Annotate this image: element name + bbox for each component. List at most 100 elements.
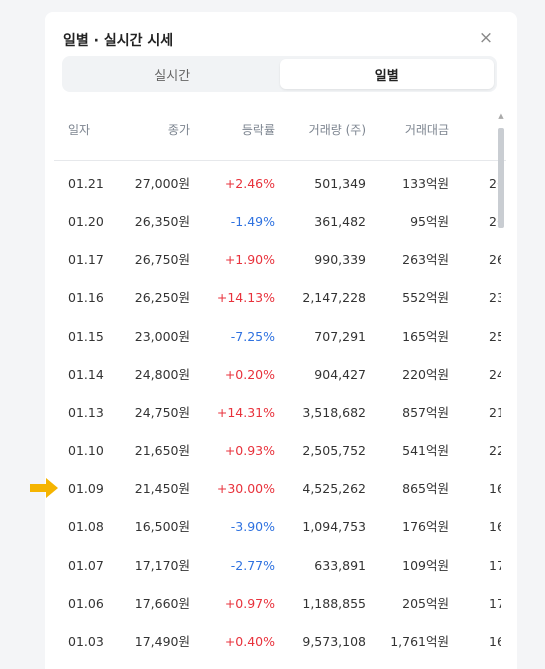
dialog-title: 일별 · 실시간 시세 [63,33,174,49]
cell-close-price: 16,500원 [134,519,190,535]
table-row[interactable]: 01.09 21,450원 +30.00% 4,525,262 865억원 16 [54,470,506,508]
cell-change-rate: -1.49% [230,214,275,230]
cell-volume: 1,094,753 [302,519,366,535]
table-row[interactable]: 01.15 23,000원 -7.25% 707,291 165억원 25 [54,318,506,356]
cell-close-price: 26,350원 [134,214,190,230]
cell-close-price: 24,800원 [134,366,190,382]
table-row[interactable]: 01.10 21,650원 +0.93% 2,505,752 541억원 22 [54,432,506,470]
cell-date: 01.10 [68,443,104,459]
table-row[interactable]: 01.0217,420원+30.00%3,277,163548억원15 [54,661,506,669]
cell-date: 01.03 [68,633,104,649]
cell-change-rate: +30.00% [216,481,275,497]
cell-change-rate: -3.90% [230,519,275,535]
cell-truncated: 16 [489,633,501,649]
cell-close-price: 24,750원 [134,404,190,420]
cell-date: 01.09 [68,481,104,497]
cell-close-price: 27,000원 [134,176,190,191]
cell-date: 01.13 [68,404,104,420]
cell-truncated: 17 [489,557,501,573]
cell-trade-amount: 552억원 [402,290,449,306]
tab-daily[interactable]: 일별 [279,59,494,89]
cell-volume: 707,291 [314,328,366,344]
table-row[interactable]: 01.16 26,250원 +14.13% 2,147,228 552억원 23 [54,279,506,317]
close-icon[interactable]: × [478,28,494,48]
cell-trade-amount: 165억원 [402,328,449,344]
cell-volume: 904,427 [314,366,366,382]
table-row[interactable]: 01.17 26,750원 +1.90% 990,339 263억원 26 [54,241,506,279]
cell-change-rate: +14.31% [216,404,275,420]
cell-truncated: 24 [489,366,501,382]
cell-volume: 1,188,855 [302,595,366,611]
cell-trade-amount: 109억원 [402,557,449,573]
column-header-date: 일자 [68,123,91,137]
cell-volume: 361,482 [314,214,366,230]
cell-trade-amount: 205억원 [402,595,449,611]
daily-price-table: 일자 종가 등락률 거래량 (주) 거래대금 01.21 27,000원 +2.46… [54,98,506,669]
cell-trade-amount: 95억원 [410,214,449,230]
cell-trade-amount: 541억원 [402,443,449,459]
cell-close-price: 26,750원 [134,252,190,268]
table-row[interactable]: 01.13 24,750원 +14.31% 3,518,682 857억원 21 [54,394,506,432]
table-row[interactable]: 01.03 17,490원 +0.40% 9,573,108 1,761억원 16 [54,623,506,661]
cell-date: 01.15 [68,328,104,344]
cell-date: 01.21 [68,176,104,191]
cell-volume: 2,505,752 [302,443,366,459]
column-header-trade-amount: 거래대금 [404,123,449,137]
cell-trade-amount: 133억원 [402,176,449,191]
cell-truncated: 25 [489,328,501,344]
table-header: 일자 종가 등락률 거래량 (주) 거래대금 [54,98,506,161]
cell-change-rate: -2.77% [230,557,275,573]
cell-trade-amount: 176억원 [402,519,449,535]
cell-change-rate: +0.97% [224,595,275,611]
cell-change-rate: +0.93% [224,443,275,459]
cell-date: 01.06 [68,595,104,611]
arrow-right-icon [30,478,58,499]
cell-close-price: 17,660원 [134,595,190,611]
cell-date: 01.17 [68,252,104,268]
cell-truncated: 22 [489,443,501,459]
cell-date: 01.07 [68,557,104,573]
cell-change-rate: +0.40% [224,633,275,649]
cell-change-rate: +1.90% [224,252,275,268]
cell-volume: 4,525,262 [302,481,366,497]
cell-change-rate: -7.25% [230,328,275,344]
cell-volume: 633,891 [314,557,366,573]
scrollbar-thumb[interactable] [498,128,504,228]
view-tabs: 실시간 일별 [62,56,497,92]
cell-truncated: 26 [489,252,501,268]
cell-truncated: 21 [489,404,501,420]
cell-trade-amount: 857억원 [402,404,449,420]
cell-change-rate: +0.20% [224,366,275,382]
cell-volume: 2,147,228 [302,290,366,306]
cell-close-price: 26,250원 [134,290,190,306]
cell-truncated: 17 [489,595,501,611]
cell-close-price: 21,450원 [134,481,190,497]
cell-trade-amount: 263억원 [402,252,449,268]
table-row[interactable]: 01.07 17,170원 -2.77% 633,891 109억원 17 [54,547,506,585]
cell-change-rate: +14.13% [216,290,275,306]
cell-trade-amount: 1,761억원 [390,633,449,649]
cell-volume: 990,339 [314,252,366,268]
cell-volume: 9,573,108 [302,633,366,649]
daily-realtime-price-dialog: 일별 · 실시간 시세 × 실시간 일별 일자 종가 등락률 거래량 (주) 거… [45,12,517,669]
cell-close-price: 17,170원 [134,557,190,573]
table-row[interactable]: 01.08 16,500원 -3.90% 1,094,753 176억원 16 [54,508,506,546]
cell-date: 01.14 [68,366,104,382]
column-header-volume: 거래량 (주) [308,123,366,137]
column-header-change-rate: 등락률 [241,123,275,137]
cell-volume: 3,518,682 [302,404,366,420]
cell-truncated: 23 [489,290,501,306]
cell-date: 01.20 [68,214,104,230]
table-row[interactable]: 01.06 17,660원 +0.97% 1,188,855 205억원 17 [54,585,506,623]
cell-trade-amount: 865억원 [402,481,449,497]
column-header-close: 종가 [167,123,190,137]
cell-truncated: 16 [489,481,501,497]
scroll-up-icon[interactable]: ▲ [498,112,504,120]
cell-close-price: 17,490원 [134,633,190,649]
cell-truncated: 16 [489,519,501,535]
tab-realtime[interactable]: 실시간 [154,68,191,84]
table-row[interactable]: 01.14 24,800원 +0.20% 904,427 220억원 24 [54,356,506,394]
cell-volume: 501,349 [314,176,366,191]
